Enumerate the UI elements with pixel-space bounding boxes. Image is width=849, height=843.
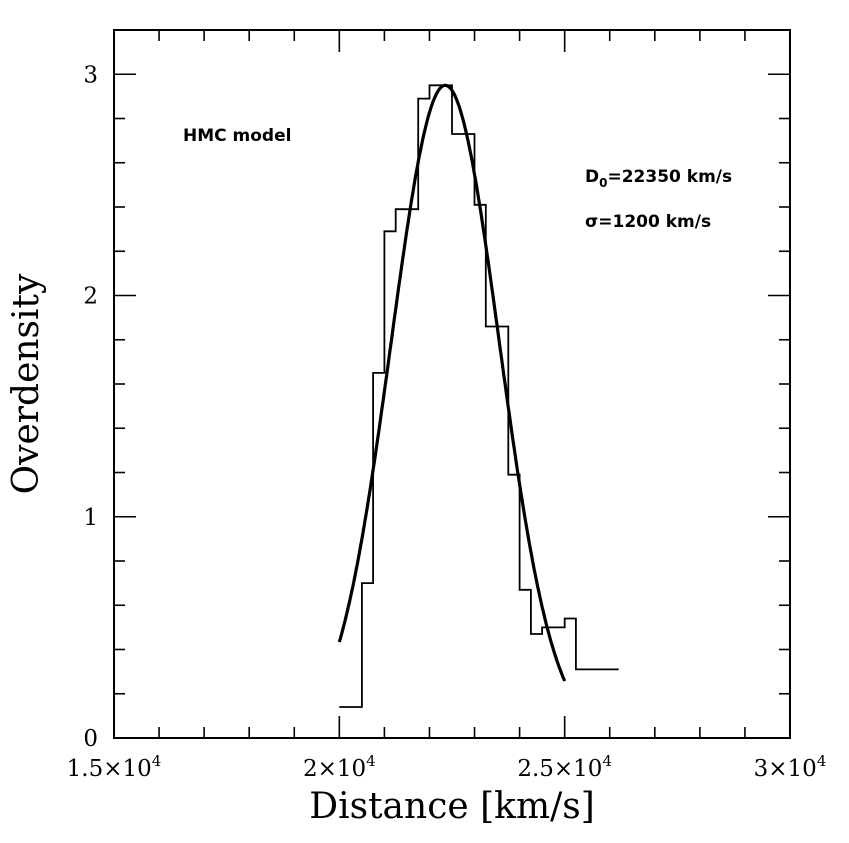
x-tick-label: 1.5×104 (67, 752, 162, 782)
x-tick-label: 2.5×104 (517, 752, 612, 782)
x-tick-times: ×10 (768, 756, 817, 782)
x-tick-exponent: 4 (817, 752, 827, 770)
y-tick-label: 3 (83, 62, 98, 88)
x-tick-exponent: 4 (152, 752, 162, 770)
x-tick-label: 3×104 (754, 752, 827, 782)
x-tick-exponent: 4 (602, 752, 612, 770)
x-tick-times: ×10 (554, 756, 603, 782)
annotation-d0-prefix: D (585, 167, 599, 187)
y-tick-label: 2 (83, 284, 98, 310)
annotation-sigma: σ=1200 km/s (585, 212, 711, 232)
x-tick-mantissa: 2 (303, 756, 318, 782)
x-axis-label: Distance [km/s] (309, 786, 595, 827)
x-tick-labels: 1.5×104 2×104 2.5×104 3×104 (67, 752, 827, 782)
axis-ticks (113, 29, 791, 739)
y-tick-label: 1 (83, 505, 98, 531)
x-tick-label: 2×104 (303, 752, 376, 782)
annotation-d0-subscript: 0 (599, 176, 607, 190)
x-tick-mantissa: 3 (754, 756, 769, 782)
series-group (337, 83, 619, 708)
histogram-series (339, 84, 619, 708)
x-tick-mantissa: 1.5 (67, 756, 104, 782)
y-axis-label: Overdensity (6, 273, 47, 494)
annotation-d0: D0=22350 km/s (585, 167, 732, 190)
x-tick-times: ×10 (318, 756, 367, 782)
annotation-d0-value: =22350 km/s (607, 167, 732, 187)
y-tick-label: 0 (83, 726, 98, 752)
x-tick-mantissa: 2.5 (517, 756, 554, 782)
x-tick-times: ×10 (103, 756, 152, 782)
gaussian-curve-series (337, 83, 567, 682)
y-tick-labels: 0 1 2 3 (83, 62, 98, 752)
x-tick-exponent: 4 (366, 752, 376, 770)
annotation-model: HMC model (183, 126, 291, 146)
